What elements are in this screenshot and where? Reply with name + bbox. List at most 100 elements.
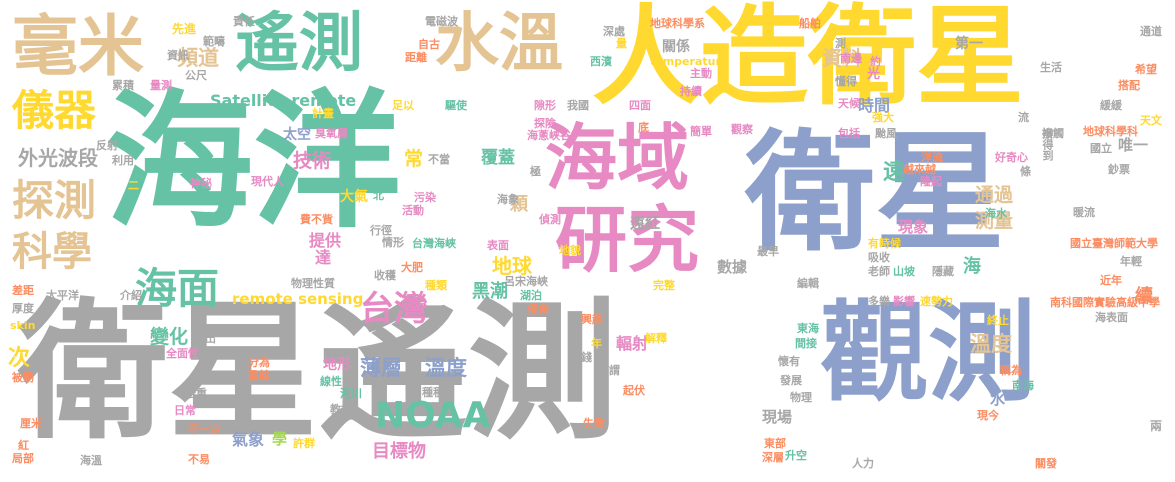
- word-guance: 觀測: [820, 291, 1037, 416]
- word-remote-sensing: remote sensing: [232, 290, 364, 308]
- word-haomi: 毫米: [12, 8, 144, 85]
- word: 計畫: [312, 107, 334, 120]
- word: 大氣: [340, 189, 368, 205]
- word: 南科國際實驗高級中學: [1050, 296, 1160, 309]
- word: 費不貲: [300, 213, 333, 226]
- word: 北: [373, 189, 384, 202]
- word: 關係: [662, 39, 690, 55]
- word: 現象: [898, 218, 929, 236]
- word-renzao-weixing: 人造衛星: [592, 0, 1025, 120]
- word: 花錢: [570, 351, 592, 364]
- word: 覆蓋: [481, 148, 515, 168]
- word: 日常: [174, 404, 196, 417]
- word: 解釋: [645, 332, 667, 345]
- word: 持續: [680, 85, 702, 98]
- word: 終止: [987, 314, 1009, 327]
- word: 天文: [1140, 114, 1162, 127]
- word: 不一定: [188, 423, 221, 436]
- word: 提供: [309, 231, 342, 250]
- word: 測: [835, 37, 846, 50]
- word: 公尺: [185, 69, 207, 82]
- word: 搭配: [1118, 79, 1140, 92]
- word-yaoce: 遙測: [235, 7, 363, 81]
- word: 升空: [785, 449, 807, 462]
- word: 第一: [955, 36, 983, 52]
- word: 隆起: [920, 175, 942, 188]
- word: 倍重: [185, 387, 207, 400]
- word: 介紹: [120, 289, 142, 302]
- word: 紅: [18, 439, 29, 452]
- word: 吸收: [868, 251, 890, 264]
- word: 唯一: [1118, 136, 1149, 154]
- word: 目標物: [372, 441, 426, 462]
- word: 我國: [567, 99, 589, 112]
- word: 物理: [790, 391, 812, 404]
- word: 影響: [893, 295, 915, 308]
- word: 暖流: [1073, 206, 1095, 219]
- word: 西濱: [590, 55, 612, 68]
- word: 海象: [497, 193, 519, 206]
- word: 東海: [797, 322, 819, 335]
- word: 大肥: [401, 261, 423, 274]
- word-noaa: NOAA: [375, 395, 491, 436]
- word-kexue: 科學: [12, 229, 92, 275]
- word: 接觸: [1042, 127, 1064, 140]
- word: 累積: [112, 79, 134, 92]
- word: 海溫: [80, 454, 102, 467]
- word: 流: [1018, 111, 1029, 124]
- word: 輻射: [616, 334, 649, 353]
- word: 極: [530, 165, 541, 178]
- word: 簡單: [690, 125, 712, 138]
- word: 神秘: [190, 177, 212, 190]
- word: 不當: [428, 153, 450, 166]
- word: 頻道: [177, 46, 219, 70]
- word: 範疇: [203, 35, 225, 48]
- word: 黑潮: [472, 281, 508, 302]
- word: 偵測: [539, 213, 561, 226]
- word: 時間: [858, 96, 891, 115]
- word: 東部: [764, 437, 786, 450]
- word: 緩緩: [1100, 99, 1122, 112]
- word: 臭氧層: [315, 127, 348, 140]
- word: 越來越: [903, 163, 936, 176]
- word: 國立: [1090, 142, 1112, 155]
- word: 包括: [838, 127, 860, 140]
- word: 發展: [780, 374, 802, 387]
- word: 海: [963, 256, 981, 277]
- word: 鈔票: [1108, 163, 1130, 176]
- word: 條: [1020, 165, 1031, 178]
- word-haiyang: 海洋: [105, 76, 401, 248]
- word-weixing: 衛星: [745, 117, 1006, 269]
- word-shuiwen: 水溫: [435, 7, 563, 81]
- word: 顆: [510, 194, 528, 215]
- word: 先進: [172, 22, 197, 36]
- word: 氣象: [232, 430, 265, 449]
- word: 資料: [822, 46, 862, 70]
- word: 深層: [762, 451, 784, 464]
- word: 學: [272, 430, 288, 448]
- word: 失敗: [583, 417, 605, 430]
- word: 河川: [340, 387, 362, 400]
- word: 收穫: [374, 269, 396, 282]
- word: 反射: [96, 139, 118, 152]
- word: 溫度: [970, 332, 1012, 356]
- word: 現代人: [251, 175, 284, 188]
- word: 辦得到: [1041, 128, 1054, 161]
- word: 地球科學科: [1083, 125, 1138, 138]
- word: 通過: [975, 184, 1014, 206]
- word: 常: [404, 148, 424, 170]
- word: 教授: [330, 403, 352, 416]
- word: 活動: [402, 204, 424, 217]
- word: 局部: [12, 452, 34, 465]
- word: 南海: [1012, 379, 1034, 392]
- word: 電磁波: [425, 15, 458, 28]
- word: 地球: [492, 254, 532, 278]
- word: 太空: [283, 127, 311, 143]
- word-tance: 探測: [12, 176, 97, 225]
- word: 水: [990, 390, 1006, 408]
- word: 湖泊: [520, 289, 542, 302]
- word: 量: [616, 37, 627, 50]
- word: 何謂: [598, 364, 620, 377]
- word-haimian: 海面: [135, 264, 220, 313]
- word: 隙形: [534, 99, 556, 112]
